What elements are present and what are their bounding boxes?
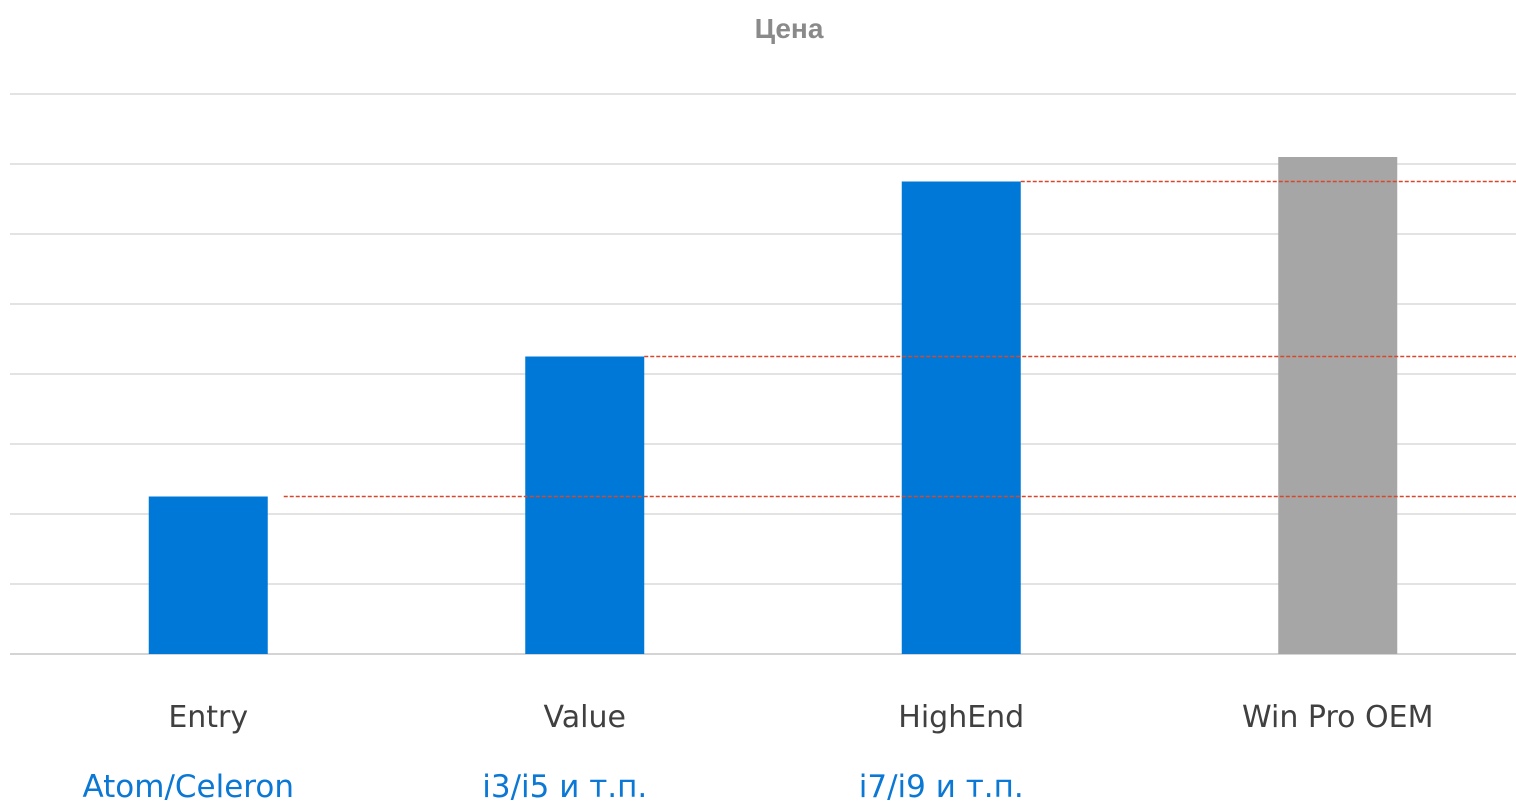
category-label: HighEnd [898,700,1024,735]
chart-title: Цена [755,13,824,44]
bar-win-pro-oem [1278,157,1398,654]
bar-value [525,356,645,654]
category-labels: Entry Atom/Celeron Value i3/i5 и т.п. HighEn… [82,700,1433,802]
bar-entry [148,496,268,654]
category-sublabel: Atom/Celeron [82,769,294,802]
category-sublabel: i3/i5 и т.п. [482,769,647,802]
bar-highend [901,181,1021,654]
category-label: Entry [168,700,248,735]
category-label: Win Pro OEM [1242,700,1433,735]
reference-lines [283,180,1516,498]
bars [148,157,1398,654]
category-sublabel: i7/i9 и т.п. [859,769,1024,802]
category-label: Value [544,700,626,735]
